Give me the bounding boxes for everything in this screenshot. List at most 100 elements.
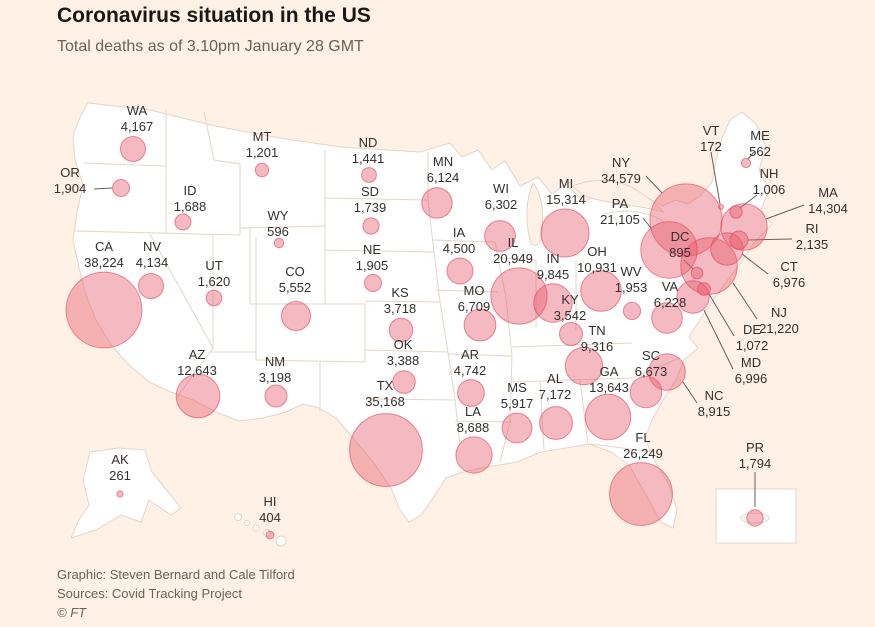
state-code: IA	[453, 225, 466, 240]
state-code: HI	[264, 494, 277, 509]
state-bubble-UT	[205, 289, 223, 307]
state-value: 4,134	[136, 255, 169, 270]
state-label-TN: TN 9,316	[581, 323, 614, 354]
state-label-MA: MA 14,304	[808, 185, 848, 216]
state-code: ND	[359, 135, 378, 150]
state-bubble-AK	[116, 490, 124, 498]
state-bubble-WA	[120, 136, 146, 162]
lake-michigan	[526, 182, 544, 246]
state-value: 3,718	[384, 301, 417, 316]
state-bubble-KS	[388, 317, 414, 343]
state-value: 1,739	[354, 200, 387, 215]
state-label-NE: NE 1,905	[356, 242, 389, 273]
state-value: 4,167	[121, 119, 154, 134]
state-bubble-PR	[746, 509, 764, 527]
state-label-KY: KY 3,542	[554, 292, 587, 323]
state-value: 6,996	[735, 371, 768, 386]
state-bubble-LA	[455, 436, 493, 474]
leader-line-VT	[710, 151, 721, 205]
state-bubble-NH	[729, 205, 743, 219]
state-bubble-HI	[265, 530, 275, 540]
state-value: 4,742	[454, 363, 487, 378]
state-value: 9,316	[581, 339, 614, 354]
state-value: 6,709	[458, 299, 491, 314]
state-code: KS	[391, 285, 409, 300]
leader-line-OR	[93, 187, 113, 190]
state-bubble-MS	[501, 412, 533, 444]
state-bubble-MI	[540, 208, 590, 258]
state-label-IL: IL 20,949	[493, 235, 533, 266]
state-value: 8,915	[698, 404, 731, 419]
state-bubble-OR	[112, 179, 130, 197]
state-value: 15,314	[546, 192, 586, 207]
state-label-TX: TX 35,168	[365, 378, 405, 409]
state-code: DC	[671, 229, 690, 244]
leader-line-NC	[682, 381, 698, 404]
state-label-VA: VA 6,228	[654, 279, 687, 310]
state-value: 5,552	[279, 280, 312, 295]
state-bubble-VT	[718, 204, 724, 210]
state-value: 1,441	[352, 151, 385, 166]
bubbles-layer	[65, 136, 768, 540]
state-code: OR	[60, 165, 80, 180]
state-label-NH: NH 1,006	[753, 166, 786, 197]
leader-line-CT	[741, 253, 769, 275]
state-code: IL	[508, 235, 519, 250]
leader-line-NH	[739, 194, 758, 209]
leader-line-ME	[747, 151, 755, 160]
state-code: AR	[461, 347, 479, 362]
state-code: WY	[268, 208, 289, 223]
state-bubble-FL	[609, 462, 673, 526]
page-title: Coronavirus situation in the US	[57, 4, 371, 27]
state-label-KS: KS 3,718	[384, 285, 417, 316]
state-label-ME: ME 562	[749, 128, 771, 159]
state-value: 35,168	[365, 394, 405, 409]
state-value: 1,794	[739, 456, 772, 471]
state-bubble-IN	[533, 283, 573, 323]
state-value: 3,542	[554, 308, 587, 323]
state-bubble-CT	[710, 232, 744, 266]
leader-lines-layer	[93, 151, 805, 507]
state-bubble-MN	[421, 187, 453, 219]
state-value: 6,673	[635, 364, 668, 379]
state-label-NC: NC 8,915	[698, 388, 731, 419]
state-label-MO: MO 6,709	[458, 283, 491, 314]
state-value: 20,949	[493, 251, 533, 266]
state-label-RI: RI 2,135	[796, 221, 829, 252]
state-code: MS	[507, 380, 527, 395]
state-bubble-DC	[690, 266, 704, 280]
state-value: 895	[669, 245, 691, 260]
state-code: IN	[547, 251, 560, 266]
state-value: 5,917	[501, 396, 534, 411]
state-code: KY	[561, 292, 579, 307]
state-label-NV: NV 4,134	[136, 239, 169, 270]
state-bubble-AL	[539, 406, 573, 440]
state-value: 13,643	[589, 380, 629, 395]
state-value: 1,953	[615, 280, 648, 295]
state-bubble-PA	[640, 221, 698, 279]
state-code: GA	[600, 364, 619, 379]
state-code: VA	[662, 279, 679, 294]
state-label-MT: MT 1,201	[246, 129, 279, 160]
state-code: NH	[760, 166, 779, 181]
state-code: NJ	[771, 305, 787, 320]
state-bubble-MA	[720, 203, 768, 251]
state-label-MD: MD 6,996	[735, 355, 768, 386]
state-bubble-WV	[622, 301, 642, 321]
state-code: PR	[746, 440, 764, 455]
state-bubble-CA	[65, 271, 143, 349]
state-code: CO	[285, 264, 305, 279]
state-code: MD	[741, 355, 761, 370]
state-code: DE	[743, 322, 761, 337]
state-bubble-OK	[392, 370, 416, 394]
state-value: 2,135	[796, 237, 829, 252]
state-code: ME	[750, 128, 770, 143]
state-label-MN: MN 6,124	[427, 154, 460, 185]
map-landmass	[70, 102, 797, 547]
state-code: CA	[95, 239, 113, 254]
state-value: 1,688	[174, 199, 207, 214]
state-label-IA: IA 4,500	[443, 225, 476, 256]
state-bubble-IA	[446, 257, 474, 285]
state-label-NM: NM 3,198	[259, 354, 292, 385]
